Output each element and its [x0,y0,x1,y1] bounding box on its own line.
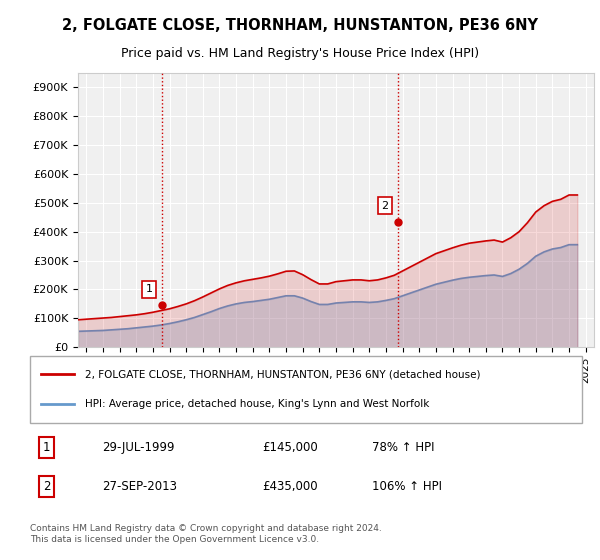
Text: HPI: Average price, detached house, King's Lynn and West Norfolk: HPI: Average price, detached house, King… [85,399,430,409]
Text: 29-JUL-1999: 29-JUL-1999 [102,441,174,454]
Text: 2, FOLGATE CLOSE, THORNHAM, HUNSTANTON, PE36 6NY (detached house): 2, FOLGATE CLOSE, THORNHAM, HUNSTANTON, … [85,370,481,380]
Text: 27-SEP-2013: 27-SEP-2013 [102,480,177,493]
Text: 1: 1 [43,441,50,454]
Text: Price paid vs. HM Land Registry's House Price Index (HPI): Price paid vs. HM Land Registry's House … [121,48,479,60]
FancyBboxPatch shape [30,356,582,423]
Text: 1: 1 [146,284,152,295]
Text: £435,000: £435,000 [262,480,317,493]
Text: 2: 2 [43,480,50,493]
Text: £145,000: £145,000 [262,441,317,454]
Text: 2, FOLGATE CLOSE, THORNHAM, HUNSTANTON, PE36 6NY: 2, FOLGATE CLOSE, THORNHAM, HUNSTANTON, … [62,18,538,33]
Text: 106% ↑ HPI: 106% ↑ HPI [372,480,442,493]
Text: 2: 2 [382,200,388,211]
Text: 78% ↑ HPI: 78% ↑ HPI [372,441,435,454]
Text: Contains HM Land Registry data © Crown copyright and database right 2024.
This d: Contains HM Land Registry data © Crown c… [30,524,382,544]
